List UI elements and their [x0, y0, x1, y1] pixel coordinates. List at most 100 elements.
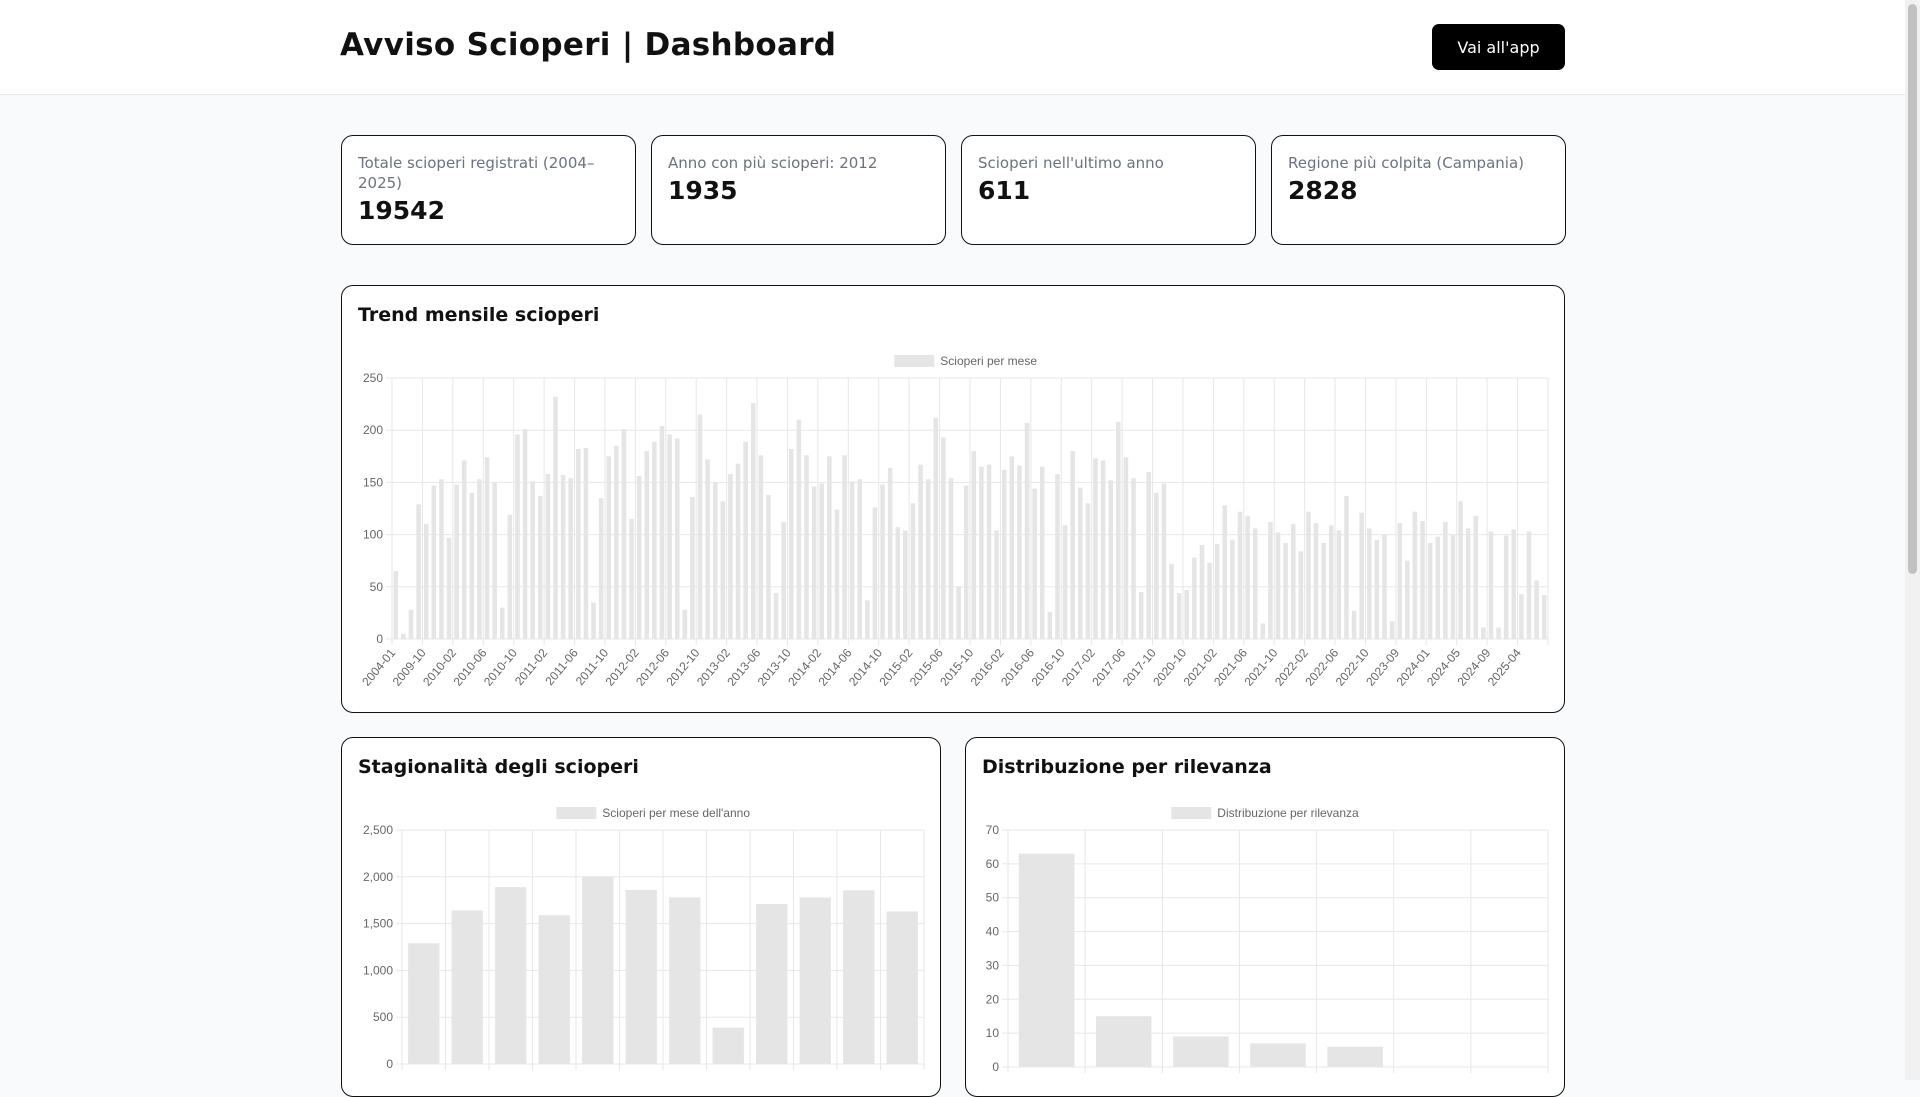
- bar: [1095, 1016, 1152, 1067]
- scrollbar-thumb[interactable]: [1908, 4, 1917, 574]
- bar: [1077, 487, 1083, 639]
- bar: [401, 633, 406, 639]
- bar: [1435, 536, 1441, 639]
- bar: [1039, 466, 1045, 639]
- bar: [750, 403, 756, 639]
- bar: [1328, 525, 1334, 639]
- y-tick-label: 60: [986, 857, 1000, 871]
- bar: [644, 451, 650, 639]
- y-tick-label: 200: [363, 423, 383, 437]
- bar: [576, 448, 581, 639]
- page-scrollbar[interactable]: [1905, 0, 1920, 1080]
- y-tick-label: 1,000: [363, 963, 393, 977]
- bar: [1093, 458, 1098, 639]
- bar: [669, 897, 701, 1064]
- bar: [773, 593, 779, 639]
- chart-title: Stagionalità degli scioperi: [358, 756, 639, 778]
- bar: [1465, 528, 1471, 639]
- bar: [758, 455, 764, 639]
- bar: [1427, 542, 1433, 639]
- bar: [941, 437, 946, 639]
- bar: [756, 903, 788, 1064]
- kpi-card-top-year: Anno con più scioperi: 2012 1935: [651, 135, 946, 245]
- bar: [925, 479, 931, 639]
- bar: [1503, 535, 1509, 639]
- kpi-value: 19542: [358, 196, 445, 225]
- bar: [971, 451, 977, 639]
- bar: [842, 455, 847, 639]
- kpi-card-top-region: Regione più colpita (Campania) 2828: [1271, 135, 1566, 245]
- bar: [606, 456, 612, 639]
- bar: [705, 459, 710, 639]
- trend-chart: Scioperi per mese0501001502002502004-012…: [359, 354, 1549, 689]
- bar: [910, 503, 916, 639]
- bar: [1298, 551, 1304, 639]
- bar: [1250, 1043, 1306, 1067]
- seasonality-chart-card: Stagionalità degli scioperi Scioperi per…: [341, 737, 941, 1097]
- bar: [682, 609, 688, 639]
- bar: [1336, 530, 1342, 639]
- bar: [887, 467, 893, 639]
- bar: [1481, 627, 1486, 639]
- bar: [697, 414, 703, 639]
- y-tick-label: 0: [992, 1060, 999, 1074]
- bar: [1138, 592, 1144, 639]
- bar: [515, 434, 520, 639]
- bar: [963, 485, 969, 639]
- bar: [1184, 589, 1190, 639]
- bar: [1062, 525, 1068, 639]
- bar: [1146, 471, 1152, 639]
- bar: [492, 482, 497, 639]
- y-tick-label: 500: [373, 1010, 393, 1024]
- bar: [636, 476, 642, 639]
- kpi-value: 2828: [1288, 176, 1358, 205]
- bar: [484, 457, 490, 639]
- bar: [1351, 610, 1357, 639]
- bar: [1511, 529, 1517, 639]
- y-tick-label: 20: [986, 992, 1000, 1006]
- bar: [804, 455, 809, 639]
- bar: [1245, 515, 1250, 639]
- bar: [1176, 593, 1182, 639]
- bar: [1154, 492, 1159, 639]
- bar: [1169, 563, 1174, 639]
- bar: [827, 456, 832, 639]
- bar: [1108, 480, 1113, 639]
- kpi-value: 1935: [668, 176, 738, 205]
- bar: [1173, 1036, 1229, 1067]
- bar: [469, 492, 475, 639]
- bar: [1214, 543, 1220, 639]
- kpi-value: 611: [978, 176, 1031, 205]
- bar: [625, 889, 657, 1064]
- legend-swatch: [894, 355, 935, 367]
- y-tick-label: 70: [986, 823, 1000, 837]
- bar: [621, 429, 627, 639]
- bar: [834, 509, 840, 639]
- bar: [1199, 545, 1205, 639]
- bar: [477, 479, 482, 639]
- bar: [667, 434, 672, 639]
- bar: [538, 915, 570, 1064]
- go-to-app-button[interactable]: Vai all'app: [1432, 24, 1565, 70]
- bar: [880, 484, 885, 639]
- bar: [1161, 483, 1167, 639]
- bar: [872, 507, 878, 639]
- bar: [507, 514, 513, 639]
- bar: [712, 482, 718, 639]
- relevance-chart: Distribuzione per rilevanza 0 10 20 30 40 50 60…: [986, 806, 1549, 1074]
- legend-label: Scioperi per mese dell'anno: [602, 806, 750, 820]
- bar: [1473, 515, 1479, 639]
- bar: [461, 460, 467, 639]
- bar: [1085, 503, 1091, 639]
- bar: [819, 483, 824, 639]
- bar: [538, 495, 543, 639]
- legend-label: Scioperi per mese: [940, 354, 1037, 368]
- bar: [1443, 522, 1448, 639]
- bar: [1100, 460, 1106, 639]
- y-tick-label: 2,500: [363, 823, 393, 837]
- bar: [408, 609, 414, 639]
- y-tick-label: 30: [986, 958, 1000, 972]
- bar: [865, 600, 870, 639]
- bar: [1458, 501, 1463, 639]
- chart-title: Distribuzione per rilevanza: [982, 756, 1272, 778]
